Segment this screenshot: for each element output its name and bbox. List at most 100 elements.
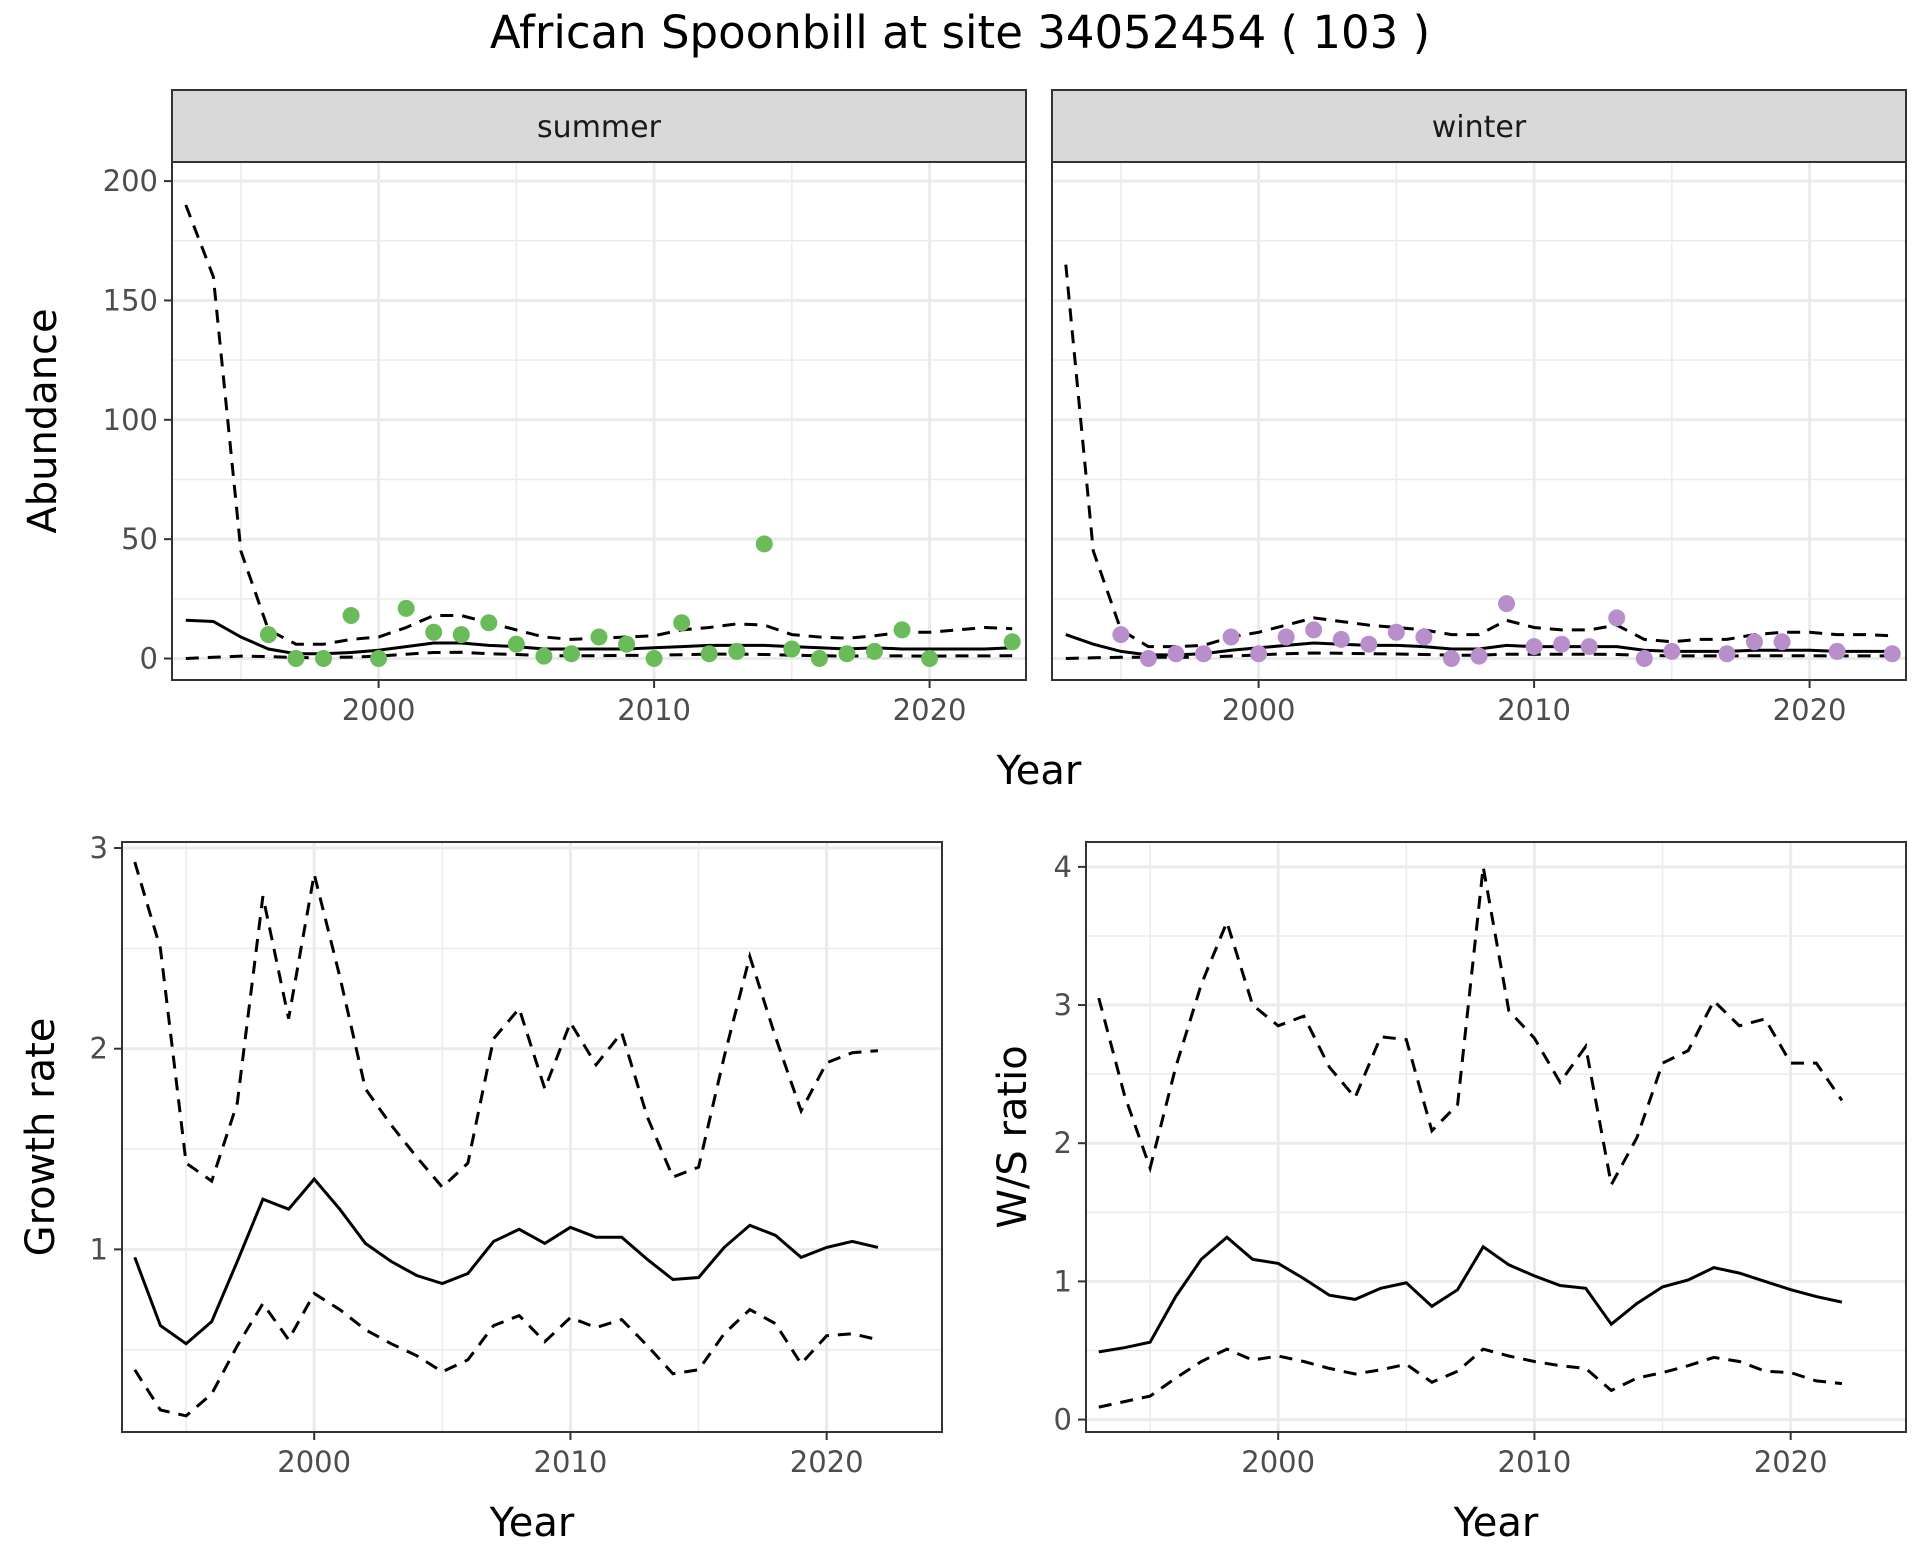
summer-data-point	[452, 626, 470, 644]
summer-data-point	[728, 642, 746, 660]
ws-estimate-line	[1098, 1235, 1843, 1354]
winter-data-point	[1195, 645, 1213, 663]
abundance-x-axis-title: Year	[996, 748, 1082, 794]
winter-data-point	[1773, 633, 1791, 651]
winter-data-point	[1828, 642, 1846, 660]
abundance-y-axis-title: Abundance	[20, 308, 66, 533]
winter-data-point	[1415, 628, 1433, 646]
summer-y-tick-label: 50	[121, 522, 158, 556]
winter-data-point	[1250, 645, 1268, 663]
ws-upper-line	[1097, 866, 1844, 1190]
growth-upper-line	[133, 861, 879, 1190]
summer-data-point	[755, 535, 773, 553]
growth-panel-border	[121, 841, 943, 1433]
ws-y-tick-label: 0	[1054, 1403, 1072, 1437]
ws-y-tick-label: 1	[1054, 1264, 1072, 1298]
winter-data-point	[1498, 595, 1516, 613]
ws-x-tick-label: 2020	[1754, 1445, 1828, 1479]
winter-data-point	[1580, 638, 1598, 656]
winter-data-point	[1332, 630, 1350, 648]
growth-y-axis-title: Growth rate	[18, 1018, 64, 1257]
growth-y-tick-label: 3	[90, 831, 108, 865]
winter-panel-border	[1051, 161, 1907, 681]
ws-y-axis-title: W/S ratio	[990, 1045, 1036, 1228]
winter-data-point	[1635, 650, 1653, 668]
winter-data-point	[1718, 645, 1736, 663]
winter-data-point	[1360, 635, 1378, 653]
summer-data-point	[700, 645, 718, 663]
winter-data-point	[1139, 650, 1157, 668]
summer-data-point	[921, 650, 939, 668]
winter-data-point	[1277, 628, 1295, 646]
summer-data-point	[865, 642, 883, 660]
summer-data-point	[425, 623, 443, 641]
summer-data-point	[893, 621, 911, 639]
growth-y-tick-label: 2	[90, 1032, 108, 1066]
summer-y-tick-label: 0	[140, 642, 158, 676]
summer-data-point	[838, 645, 856, 663]
winter-x-tick-label: 2000	[1222, 693, 1296, 727]
summer-data-point	[783, 640, 801, 658]
winter-data-point	[1470, 647, 1488, 665]
summer-data-point	[287, 650, 305, 668]
ws-panel-border	[1085, 841, 1907, 1433]
winter-x-tick-label: 2010	[1497, 693, 1571, 727]
winter-data-point	[1442, 650, 1460, 668]
summer-data-point	[535, 647, 553, 665]
winter-data-point	[1883, 645, 1901, 663]
winter-data-point	[1112, 626, 1130, 644]
winter-data-point	[1305, 621, 1323, 639]
ws-lower-line	[1098, 1347, 1843, 1409]
growth-x-tick-label: 2010	[534, 1445, 608, 1479]
summer-y-tick-label: 100	[103, 403, 158, 437]
winter-data-point	[1745, 633, 1763, 651]
summer-data-point	[1003, 633, 1021, 651]
summer-y-tick-label: 150	[103, 283, 158, 317]
growth-x-tick-label: 2000	[277, 1445, 351, 1479]
summer-data-point	[480, 614, 498, 632]
summer-data-point	[618, 635, 636, 653]
winter-x-tick-label: 2020	[1773, 693, 1847, 727]
winter-strip-label: winter	[1432, 110, 1527, 145]
ws-y-tick-label: 4	[1054, 850, 1072, 884]
summer-strip	[171, 89, 1027, 163]
summer-data-point	[810, 650, 828, 668]
summer-x-tick-label: 2000	[342, 693, 416, 727]
winter-data-point	[1553, 635, 1571, 653]
chart-title: African Spoonbill at site 34052454 ( 103…	[489, 6, 1431, 59]
summer-panel-border	[171, 161, 1027, 681]
winter-strip	[1051, 89, 1907, 163]
summer-data-point	[259, 626, 277, 644]
ws-y-tick-label: 2	[1054, 1126, 1072, 1160]
summer-data-point	[590, 628, 608, 646]
growth-lower-line	[133, 1291, 879, 1418]
growth-x-axis-title: Year	[489, 1500, 575, 1546]
summer-strip-label: summer	[537, 110, 662, 145]
summer-data-point	[507, 635, 525, 653]
summer-data-point	[342, 607, 360, 625]
summer-data-point	[370, 650, 388, 668]
ws-y-tick-label: 3	[1054, 988, 1072, 1022]
winter-data-point	[1387, 623, 1405, 641]
summer-data-point	[673, 614, 691, 632]
ws-x-axis-title: Year	[1453, 1500, 1539, 1546]
summer-y-tick-label: 200	[103, 164, 158, 198]
summer-data-point	[315, 650, 333, 668]
winter-upper-bound-line	[1064, 264, 1893, 649]
ws-x-tick-label: 2010	[1498, 1445, 1572, 1479]
winter-data-point	[1525, 638, 1543, 656]
summer-upper-bound-line	[184, 204, 1013, 646]
growth-y-tick-label: 1	[90, 1232, 108, 1266]
summer-x-tick-label: 2020	[893, 693, 967, 727]
summer-data-point	[562, 645, 580, 663]
summer-x-tick-label: 2010	[617, 693, 691, 727]
winter-data-point	[1222, 628, 1240, 646]
winter-data-point	[1167, 645, 1185, 663]
winter-data-point	[1608, 609, 1626, 627]
growth-estimate-line	[133, 1176, 879, 1346]
growth-x-tick-label: 2020	[790, 1445, 864, 1479]
summer-data-point	[397, 599, 415, 617]
winter-data-point	[1663, 642, 1681, 660]
summer-data-point	[645, 650, 663, 668]
